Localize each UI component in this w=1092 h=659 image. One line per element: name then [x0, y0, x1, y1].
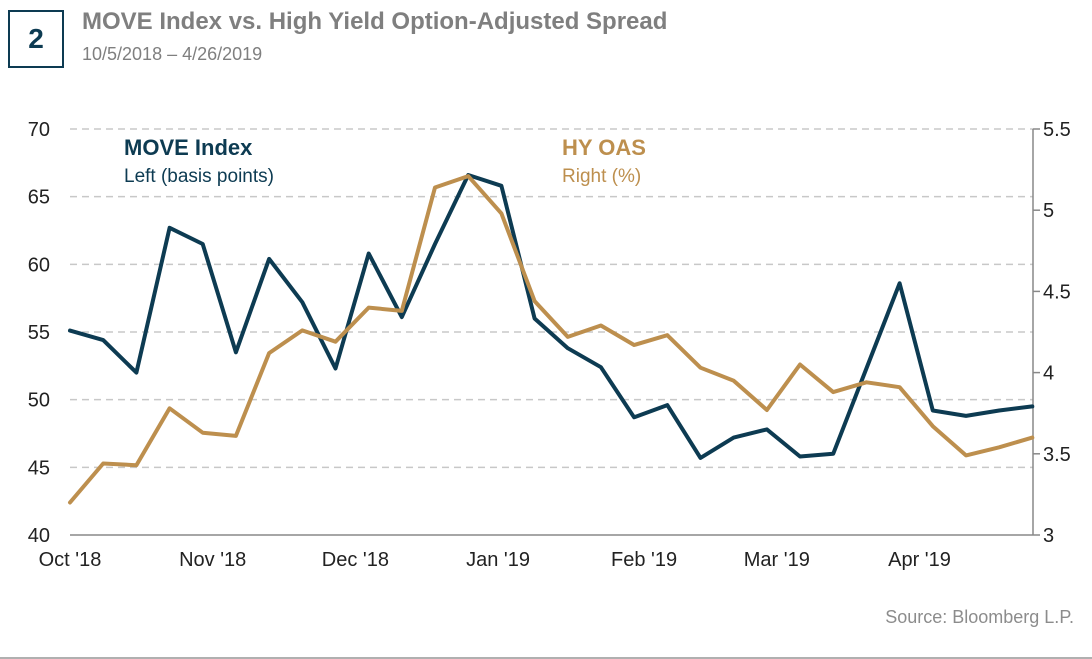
right-tick-label: 3.5 — [1043, 444, 1071, 466]
x-axis-ticks: Oct '18 Nov '18 Dec '18 Jan '19 Feb '19 Mar '… — [39, 549, 951, 571]
left-tick-label: 65 — [28, 187, 50, 209]
right-tick-label: 4 — [1043, 363, 1054, 385]
x-tick-label: Oct '18 — [39, 549, 102, 571]
legend: MOVE Index Left (basis points) HY OAS Ri… — [124, 135, 646, 187]
right-tick-label: 4.5 — [1043, 281, 1071, 303]
right-tick-label: 5.5 — [1043, 119, 1071, 141]
legend-hy-subtitle: Right (%) — [562, 166, 641, 187]
left-tick-label: 40 — [28, 525, 50, 547]
legend-move-subtitle: Left (basis points) — [124, 166, 274, 187]
x-tick-label: Dec '18 — [322, 549, 389, 571]
x-tick-label: Nov '18 — [179, 549, 246, 571]
left-tick-label: 50 — [28, 390, 50, 412]
x-tick-label: Jan '19 — [466, 549, 530, 571]
move-index-line — [68, 173, 1035, 460]
bottom-divider — [0, 657, 1092, 659]
legend-move-title: MOVE Index — [124, 135, 253, 160]
source-note: Source: Bloomberg L.P. — [885, 607, 1074, 627]
left-axis-ticks: 70 65 60 55 50 45 40 — [28, 119, 50, 547]
legend-hy-title: HY OAS — [562, 135, 646, 160]
left-tick-label: 60 — [28, 254, 50, 276]
chart-date-range: 10/5/2018 – 4/26/2019 — [82, 44, 263, 64]
chart-title: MOVE Index vs. High Yield Option-Adjuste… — [82, 8, 668, 35]
series-lines — [68, 173, 1035, 505]
x-tick-label: Apr '19 — [888, 549, 951, 571]
left-tick-label: 70 — [28, 119, 50, 141]
right-tick-label: 3 — [1043, 525, 1054, 547]
right-axis-ticks: 5.5 5 4.5 4 3.5 3 — [1043, 119, 1071, 547]
x-tick-label: Mar '19 — [744, 549, 810, 571]
dual-axis-line-chart: 70 65 60 55 50 45 40 5.5 5 4.5 4 3.5 3 Oct '18 Nov '… — [28, 119, 1071, 571]
x-tick-label: Feb '19 — [611, 549, 677, 571]
axes — [70, 128, 1040, 536]
left-tick-label: 55 — [28, 322, 50, 344]
left-tick-label: 45 — [28, 457, 50, 479]
hy-oas-line — [68, 174, 1035, 505]
figure-number-badge: 2 — [8, 10, 64, 68]
right-tick-label: 5 — [1043, 200, 1054, 222]
